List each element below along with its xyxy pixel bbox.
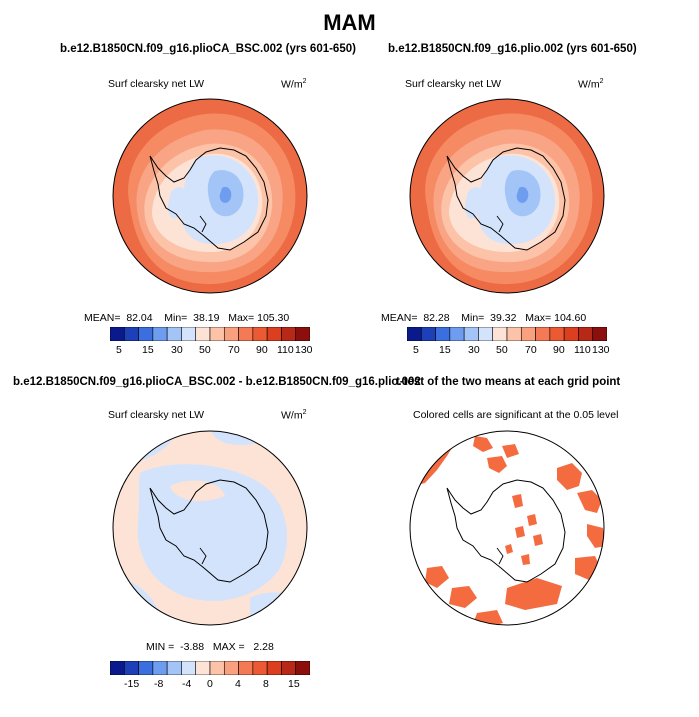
panel-stats-3: MIN = -3.88 MAX = 2.28 [146,641,274,653]
colorbar-swatch [110,327,125,341]
colorbar-swatch [492,327,508,341]
colorbar-swatch [181,327,197,341]
colorbar-label: 15 [288,678,300,690]
colorbar-swatch [110,661,125,675]
colorbar-swatch [252,661,268,675]
colorbar-swatch [166,327,182,341]
colorbar-swatch [535,327,551,341]
colorbar-1 [110,327,310,341]
colorbar-swatch [435,327,451,341]
colorbar-swatch [449,327,465,341]
colorbar-label: 90 [256,344,268,356]
colorbar-label: 130 [295,344,313,356]
panel-stats-2: MEAN= 82.28 Min= 39.32 Max= 104.60 [381,312,587,324]
colorbar-label: 5 [116,344,122,356]
panel-units-1: W/m2 [281,78,307,91]
polar-map-1 [112,98,308,294]
colorbar-swatch [209,327,225,341]
panel-title-4: t-test of the two means at each grid poi… [396,376,621,388]
colorbar-swatch [195,327,211,341]
panel-title-1: b.e12.B1850CN.f09_g16.plioCA_BSC.002 (yr… [60,43,356,55]
colorbar-label: 8 [263,678,269,690]
colorbar-label: 0 [207,678,213,690]
colorbar-swatch [463,327,479,341]
colorbar-swatch [195,661,211,675]
colorbar-swatch [223,327,239,341]
colorbar-swatch [266,661,282,675]
colorbar-swatch [295,327,310,341]
colorbar-swatch [138,327,154,341]
colorbar-swatch [123,327,139,341]
polar-map-2 [409,98,605,294]
colorbar-swatch [152,327,168,341]
colorbar-label: -4 [182,678,192,690]
colorbar-label: 15 [142,344,154,356]
colorbar-swatch [520,327,536,341]
colorbar-label: 30 [171,344,183,356]
panel-subtitle-4: Colored cells are significant at the 0.0… [413,409,619,421]
colorbar-label: 5 [413,344,419,356]
panel-title-2: b.e12.B1850CN.f09_g16.plio.002 (yrs 601-… [388,43,637,55]
colorbar-swatch [578,327,594,341]
colorbar-swatch [407,327,422,341]
panel-variable-3: Surf clearsky net LW [108,409,205,421]
colorbar-swatch [281,327,297,341]
colorbar-swatch [563,327,579,341]
colorbar-labels-3: -15 -8 -4 0 4 8 15 [110,678,310,690]
colorbar-labels-2: 5 15 30 50 70 90 110 130 [407,344,610,356]
colorbar-swatch [238,661,254,675]
colorbar-swatch [506,327,522,341]
colorbar-swatch [549,327,565,341]
colorbar-2 [407,327,607,341]
colorbar-swatch [238,327,254,341]
colorbar-label: 110 [277,344,294,356]
colorbar-swatch [223,661,239,675]
panel-stats-1: MEAN= 82.04 Min= 38.19 Max= 105.30 [84,312,290,324]
colorbar-swatch [166,661,182,675]
colorbar-label: 30 [468,344,480,356]
colorbar-label: -15 [124,678,140,690]
colorbar-labels-1: 5 15 30 50 70 90 110 130 [110,344,313,356]
colorbar-swatch [181,661,197,675]
colorbar-swatch [138,661,154,675]
colorbar-label: 15 [439,344,451,356]
colorbar-label: 70 [228,344,240,356]
colorbar-label: 50 [496,344,508,356]
panel-units-2: W/m2 [578,78,604,91]
colorbar-label: 130 [592,344,610,356]
colorbar-swatch [592,327,607,341]
polar-map-3 [112,430,308,626]
colorbar-label: 50 [199,344,211,356]
polar-map-4 [409,430,605,626]
colorbar-label: 90 [553,344,565,356]
colorbar-swatch [266,327,282,341]
colorbar-swatch [478,327,494,341]
colorbar-label: 110 [574,344,591,356]
panel-variable-2: Surf clearsky net LW [405,78,502,90]
colorbar-label: -8 [154,678,164,690]
colorbar-swatch [295,661,310,675]
colorbar-swatch [281,661,297,675]
colorbar-label: 70 [525,344,537,356]
figure-title: MAM [323,10,376,35]
panel-variable-1: Surf clearsky net LW [108,78,205,90]
colorbar-swatch [209,661,225,675]
colorbar-label: 4 [235,678,241,690]
colorbar-swatch [123,661,139,675]
colorbar-swatch [152,661,168,675]
panel-title-3: b.e12.B1850CN.f09_g16.plioCA_BSC.002 - b… [13,376,421,388]
colorbar-swatch [420,327,436,341]
colorbar-3 [110,661,310,675]
colorbar-swatch [252,327,268,341]
panel-units-3: W/m2 [281,409,307,422]
